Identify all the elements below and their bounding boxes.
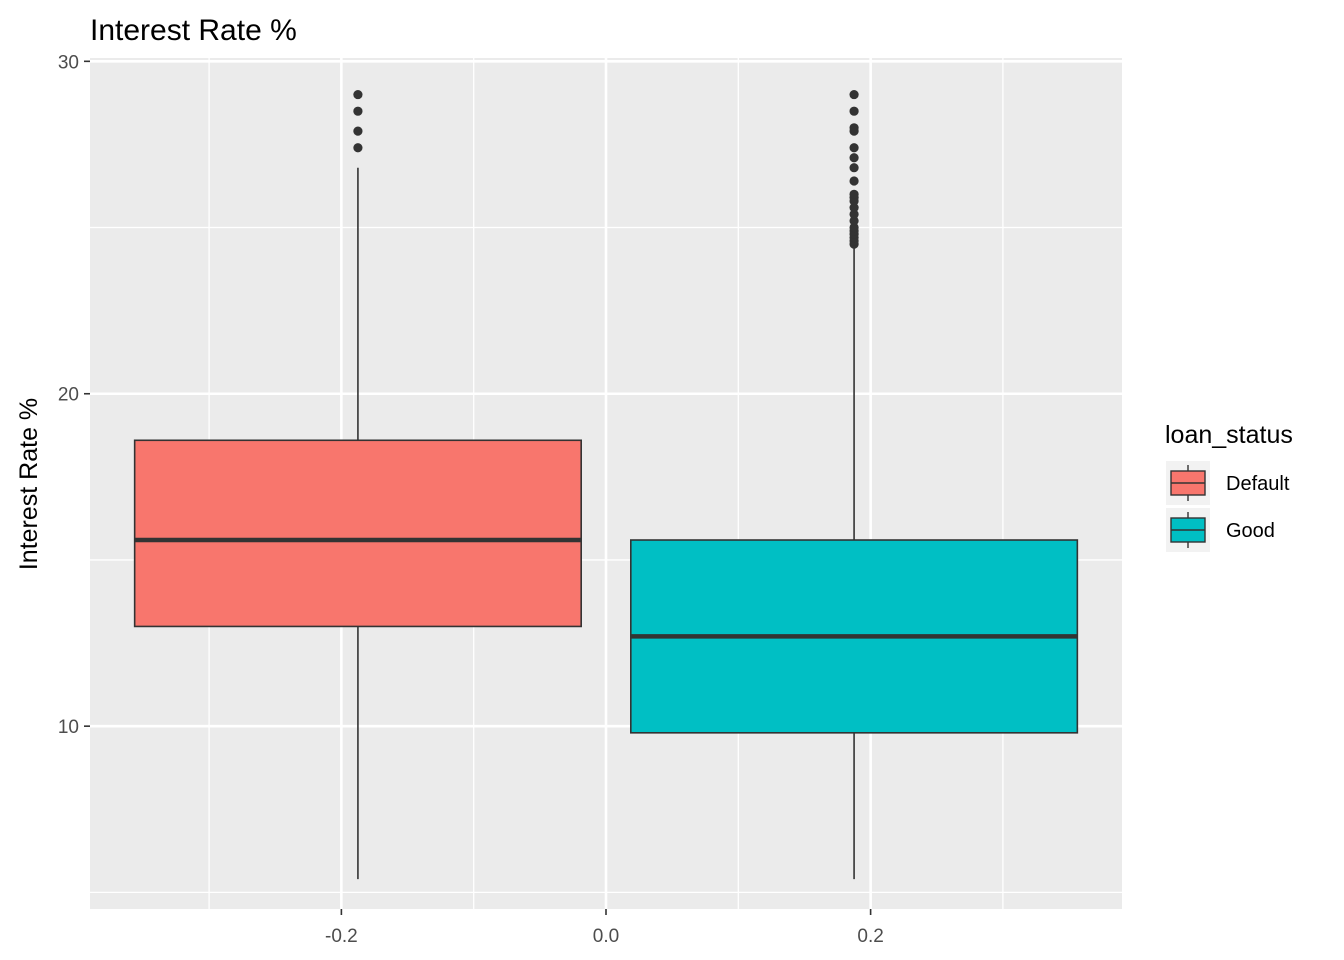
outlier-point bbox=[353, 89, 363, 100]
legend-title: loan_status bbox=[1165, 421, 1293, 449]
outlier-point bbox=[849, 202, 859, 213]
x-tick-label: -0.2 bbox=[325, 926, 358, 947]
box-default bbox=[133, 89, 582, 880]
outlier-point bbox=[849, 123, 859, 133]
y-tick-label: 30 bbox=[58, 52, 79, 73]
x-tick-label: 0.2 bbox=[857, 926, 883, 947]
boxes-layer bbox=[133, 89, 1079, 880]
y-axis-label: Interest Rate % bbox=[15, 398, 43, 570]
outlier-point bbox=[849, 89, 859, 100]
y-axis: 10 20 30 bbox=[58, 52, 90, 738]
outlier-point bbox=[849, 189, 859, 199]
outlier-point bbox=[353, 126, 363, 136]
outlier-point bbox=[849, 216, 859, 226]
outlier-point bbox=[849, 106, 859, 116]
outlier-point bbox=[353, 106, 363, 116]
legend: loan_status Default Good bbox=[1165, 421, 1293, 552]
y-tick-label: 20 bbox=[58, 385, 79, 406]
legend-label: Default bbox=[1226, 473, 1290, 495]
outlier-point bbox=[849, 209, 859, 219]
x-axis: -0.2 0.0 0.2 bbox=[325, 909, 884, 947]
outlier-point bbox=[849, 222, 859, 233]
box-good bbox=[630, 89, 1079, 880]
outlier-point bbox=[849, 143, 859, 153]
outlier-point bbox=[849, 153, 859, 163]
x-tick-label: 0.0 bbox=[593, 926, 619, 947]
y-tick-label: 10 bbox=[58, 717, 79, 738]
chart-title: Interest Rate % bbox=[90, 14, 297, 47]
outlier-point bbox=[849, 176, 859, 186]
legend-label: Good bbox=[1226, 520, 1275, 542]
legend-item-default: Default bbox=[1166, 461, 1290, 505]
legend-item-good: Good bbox=[1166, 508, 1275, 552]
outlier-point bbox=[849, 163, 859, 173]
outlier-point bbox=[353, 143, 363, 153]
box-iqr bbox=[133, 439, 582, 628]
